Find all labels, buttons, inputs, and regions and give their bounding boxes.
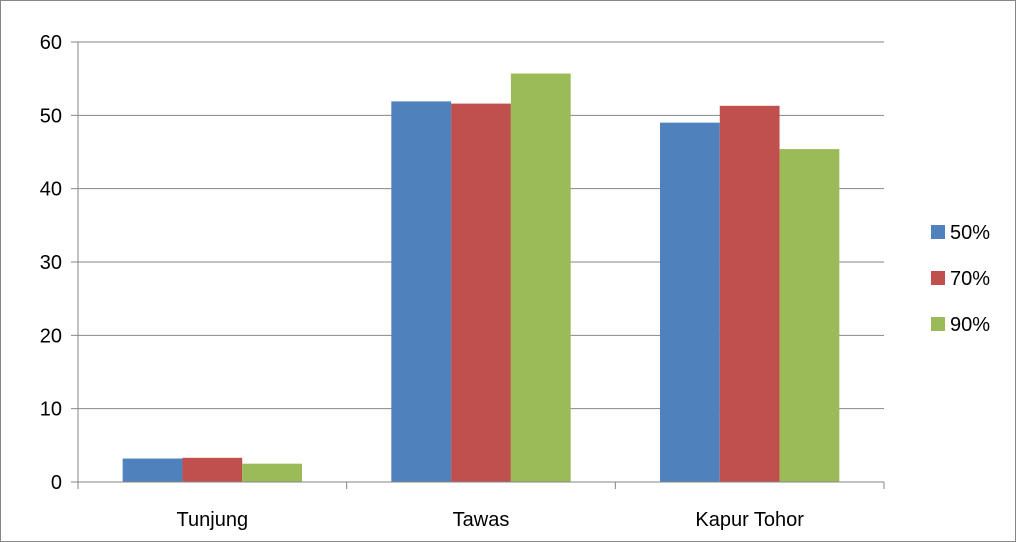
y-axis-ticks: 0 10 20 30 40 50 60 (40, 32, 78, 494)
bar-tawas-90pct (510, 73, 571, 483)
legend-swatch (931, 225, 945, 239)
legend-swatch (931, 271, 945, 285)
bar-tunjung-50pct (122, 458, 183, 482)
bar-tawas-50pct (391, 101, 452, 483)
bar-kapur-tohor-50pct (659, 122, 720, 483)
y-tick-label: 40 (40, 179, 62, 201)
legend-swatch (931, 317, 945, 331)
x-category-label: Kapur Tohor (695, 509, 804, 531)
bar-kapur-tohor-70pct (719, 105, 780, 483)
y-tick-label: 30 (40, 252, 62, 274)
bar-kapur-tohor-90pct (779, 149, 840, 483)
legend: 50% 70% 90% (931, 222, 990, 336)
bar-tunjung-70pct (182, 457, 243, 482)
y-tick-label: 0 (51, 472, 62, 494)
y-tick-label: 10 (40, 399, 62, 421)
y-tick-label: 50 (40, 105, 62, 127)
legend-label: 90% (950, 314, 990, 336)
x-category-label: Tawas (453, 509, 510, 531)
legend-label: 50% (950, 222, 990, 244)
legend-label: 70% (950, 268, 990, 290)
bar-tawas-70pct (451, 103, 511, 482)
y-tick-label: 60 (40, 32, 62, 54)
x-category-label: Tunjung (177, 509, 249, 531)
axes (77, 42, 885, 489)
y-tick-label: 20 (40, 325, 62, 347)
bar-tunjung-90pct (242, 463, 303, 482)
x-axis-labels: Tunjung Tawas Kapur Tohor (177, 509, 805, 531)
bars (122, 73, 840, 483)
